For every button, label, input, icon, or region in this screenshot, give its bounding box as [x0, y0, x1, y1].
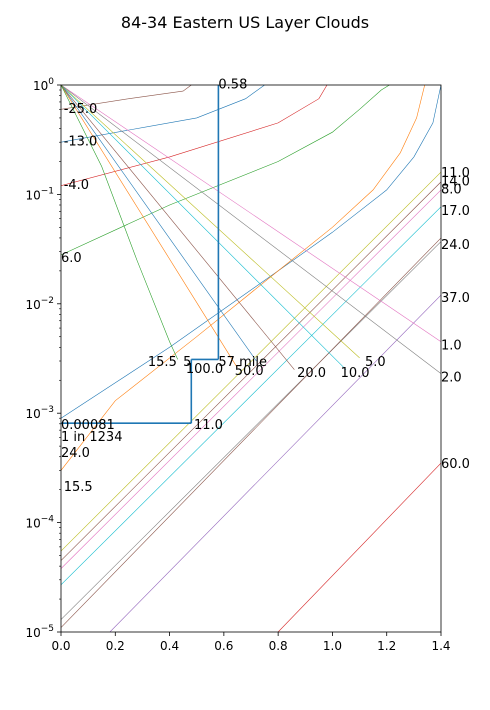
curve-label: 10.0 — [341, 366, 370, 381]
curve-label: 24.0 — [441, 238, 470, 253]
series-line-17 — [61, 85, 347, 370]
curve-label: 37.0 — [441, 291, 470, 306]
series-line-20 — [61, 85, 238, 368]
curve-label: 20.0 — [297, 366, 326, 381]
series-group — [61, 85, 441, 632]
series-line-6 — [61, 241, 441, 620]
curve-label: -13.0 — [64, 135, 98, 150]
series-line-12 — [61, 85, 265, 143]
curve-label: 15.5 — [64, 480, 93, 495]
curve-label: 0.00081 — [61, 418, 115, 433]
curve-label: 11.0 — [194, 418, 223, 433]
y-tick-label: 10−5 — [25, 624, 54, 640]
series-line-0 — [61, 85, 441, 419]
curve-label: 24.0 — [61, 446, 90, 461]
plot-area — [61, 85, 441, 632]
y-tick-label: 10−2 — [25, 296, 54, 312]
series-line-3 — [61, 181, 441, 561]
y-tick-label: 10−3 — [25, 405, 54, 421]
curve-label: 50.0 — [235, 364, 264, 379]
x-tick-label: 0.4 — [160, 639, 179, 653]
curve-label: 5 — [183, 355, 191, 370]
x-tick-label: 0.6 — [214, 639, 233, 653]
curve-label: 8.0 — [441, 182, 462, 197]
curve-label: -4.0 — [64, 178, 89, 193]
curve-label: 1 in 1234 — [61, 430, 122, 445]
curve-label: 57 mile — [218, 355, 267, 370]
series-line-15 — [61, 85, 441, 374]
curve-label: 15.5 — [148, 355, 177, 370]
curve-label: 60.0 — [441, 457, 470, 472]
series-line-18 — [61, 85, 295, 370]
series-line-10 — [61, 85, 390, 256]
series-line-9 — [277, 462, 441, 632]
series-line-7 — [61, 237, 441, 628]
x-tick-label: 0.8 — [269, 639, 288, 653]
curve-label: 6.0 — [61, 251, 82, 266]
curve-label: 1.0 — [441, 339, 462, 354]
x-tick-label: 0.0 — [51, 639, 70, 653]
series-line-5 — [61, 206, 441, 586]
x-tick-label: 0.2 — [106, 639, 125, 653]
series-line-8 — [109, 294, 441, 632]
annotation-group: 0.58-25.0-13.0-4.06.011.014.08.017.024.0… — [61, 78, 470, 495]
plot-frame — [60, 84, 442, 633]
curve-label: -25.0 — [64, 102, 98, 117]
y-tick-label: 10−1 — [25, 186, 54, 202]
curve-label: 17.0 — [441, 204, 470, 219]
series-line-4 — [61, 189, 441, 569]
series-line-13 — [61, 85, 192, 110]
chart-title: 84-34 Eastern US Layer Clouds — [121, 13, 369, 32]
series-line-1 — [61, 85, 425, 471]
series-line-14 — [61, 85, 441, 342]
series-line-16 — [61, 85, 360, 359]
series-line-11 — [61, 85, 328, 186]
curve-label: 2.0 — [441, 370, 462, 385]
curve-label: 5.0 — [365, 355, 386, 370]
x-tick-label: 1.2 — [377, 639, 396, 653]
axes: 0.0 0.2 0.4 0.6 0.8 1.0 1.2 1.4 10−5 10−4 10−3 10−2… — [25, 77, 450, 653]
curve-label: 100.0 — [186, 362, 223, 377]
y-tick-label: 10−4 — [25, 515, 54, 531]
y-tick-label: 100 — [33, 77, 54, 93]
x-tick-label: 1.0 — [323, 639, 342, 653]
series-line-2 — [61, 171, 441, 552]
series-line-19 — [61, 85, 257, 362]
series-line-21 — [61, 85, 178, 360]
curve-label: 14.0 — [441, 174, 470, 189]
curve-label: 11.0 — [441, 166, 470, 181]
x-tick-label: 1.4 — [431, 639, 450, 653]
